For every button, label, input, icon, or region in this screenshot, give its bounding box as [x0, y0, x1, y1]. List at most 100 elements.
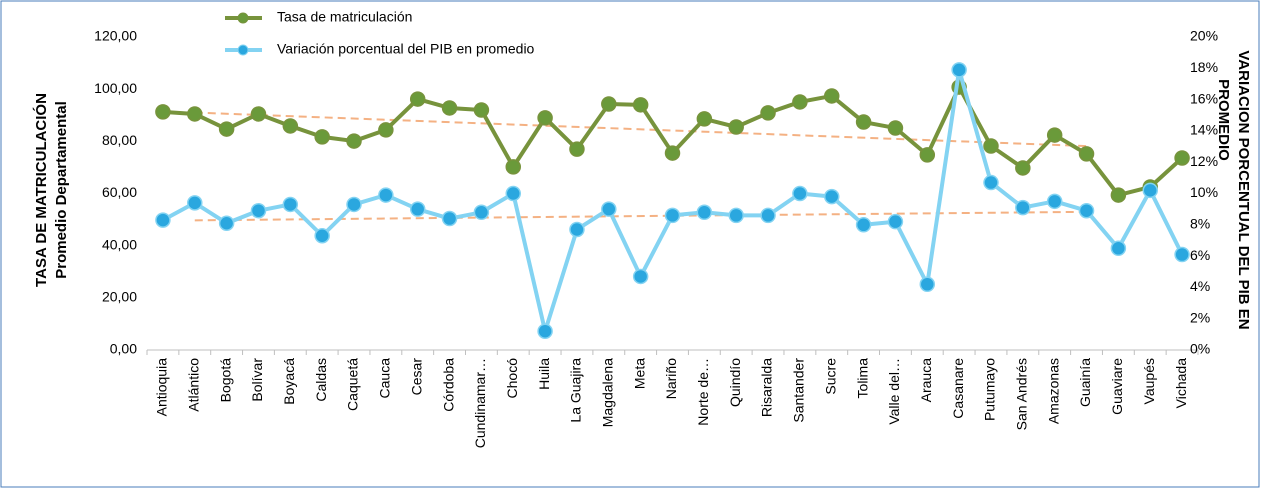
data-point — [1015, 199, 1031, 216]
y2-tick-label: 6% — [1190, 247, 1210, 263]
data-point — [983, 138, 999, 154]
data-point — [696, 204, 713, 221]
x-tick-label: Casanare — [950, 358, 966, 419]
data-point — [409, 201, 426, 217]
data-point — [855, 217, 872, 233]
x-tick-label: Córdoba — [440, 358, 456, 412]
x-tick-label: Guaviare — [1109, 358, 1125, 415]
data-point — [314, 228, 330, 244]
series-line — [161, 67, 1184, 334]
x-tick-label: Valle del… — [886, 358, 902, 425]
x-tick-label: Amazonas — [1045, 358, 1061, 424]
y2-tick-label: 16% — [1190, 90, 1218, 106]
x-tick-label: Sucre — [822, 358, 838, 395]
data-point — [887, 120, 904, 136]
x-tick-label: Bolívar — [249, 358, 265, 402]
y2-tick-label: 12% — [1190, 153, 1218, 169]
y-tick-label: 120,00 — [94, 28, 137, 44]
data-point — [505, 185, 522, 202]
data-point — [855, 114, 872, 130]
x-tick-label: Antioquia — [154, 358, 170, 417]
y2-tick-label: 2% — [1190, 309, 1210, 325]
y-tick-label: 80,00 — [102, 132, 137, 148]
data-point — [1110, 187, 1127, 203]
data-point — [760, 207, 776, 224]
data-point — [187, 195, 203, 211]
data-point — [983, 174, 999, 191]
y-axis-title: TASA DE MATRICULACIÓN — [32, 93, 50, 287]
legend-label: Tasa de matriculación — [277, 9, 412, 25]
data-point — [696, 111, 713, 127]
data-point — [378, 187, 394, 203]
data-point — [1142, 182, 1158, 199]
legend-marker — [237, 44, 249, 56]
data-point — [346, 133, 362, 149]
data-point — [887, 213, 904, 230]
data-point — [728, 119, 744, 135]
data-point — [1078, 202, 1095, 219]
y2-axis-title: PROMEDIO — [1215, 79, 1232, 161]
data-point — [218, 215, 235, 231]
data-point — [1046, 193, 1063, 210]
data-point — [632, 97, 649, 113]
x-tick-label: Nariño — [663, 358, 679, 399]
x-tick-label: Chocó — [504, 358, 520, 399]
x-tick-label: Arauca — [918, 358, 934, 403]
data-point — [505, 159, 522, 175]
y-tick-label: 20,00 — [102, 289, 137, 305]
data-point — [282, 118, 299, 134]
data-point — [250, 202, 267, 219]
trendline — [194, 111, 1087, 148]
y-tick-label: 60,00 — [102, 184, 137, 200]
y2-tick-label: 18% — [1190, 59, 1218, 75]
y2-tick-label: 0% — [1190, 341, 1210, 357]
data-point — [187, 106, 203, 122]
y-tick-label: 100,00 — [94, 80, 137, 96]
y2-tick-label: 8% — [1190, 216, 1210, 232]
data-point — [409, 91, 426, 107]
data-point — [250, 106, 267, 122]
data-point — [823, 188, 840, 205]
x-tick-label: Caquetá — [345, 358, 361, 411]
y-tick-label: 40,00 — [102, 236, 137, 252]
x-tick-label: Cauca — [377, 358, 393, 399]
x-tick-label: Guainía — [1077, 358, 1093, 407]
data-point — [282, 196, 299, 213]
data-point — [919, 147, 936, 163]
data-point — [378, 122, 394, 138]
data-point — [473, 102, 490, 118]
x-tick-label: Quindío — [727, 358, 743, 407]
y2-tick-label: 20% — [1190, 28, 1218, 44]
data-point — [951, 62, 967, 78]
x-tick-label: Meta — [631, 358, 647, 389]
x-tick-label: Putumayo — [982, 358, 998, 421]
data-point — [792, 185, 808, 202]
data-point — [155, 212, 171, 228]
data-point — [664, 145, 681, 161]
data-point — [1174, 246, 1190, 263]
data-point — [1078, 146, 1095, 162]
data-point — [473, 204, 490, 221]
x-tick-label: Huila — [536, 358, 552, 390]
data-point — [218, 121, 235, 137]
x-tick-label: Vichada — [1173, 358, 1189, 409]
data-point — [314, 129, 330, 145]
x-tick-label: Caldas — [313, 358, 329, 402]
y2-tick-label: 4% — [1190, 278, 1210, 294]
trendline — [194, 210, 1087, 222]
data-point — [569, 221, 585, 238]
data-point — [792, 94, 808, 110]
x-tick-label: Boyacá — [281, 358, 297, 405]
data-point — [155, 104, 171, 120]
data-point — [537, 110, 553, 126]
x-tick-label: Santander — [791, 358, 807, 423]
data-point — [823, 88, 840, 104]
data-point — [728, 207, 744, 224]
legend-marker — [237, 12, 249, 24]
x-tick-label: Tolima — [854, 358, 870, 399]
data-point — [1046, 127, 1063, 143]
x-tick-label: Magdalena — [600, 358, 616, 427]
y2-tick-label: 10% — [1190, 184, 1218, 200]
legend-label: Variación porcentual del PIB en promedio — [277, 41, 535, 57]
